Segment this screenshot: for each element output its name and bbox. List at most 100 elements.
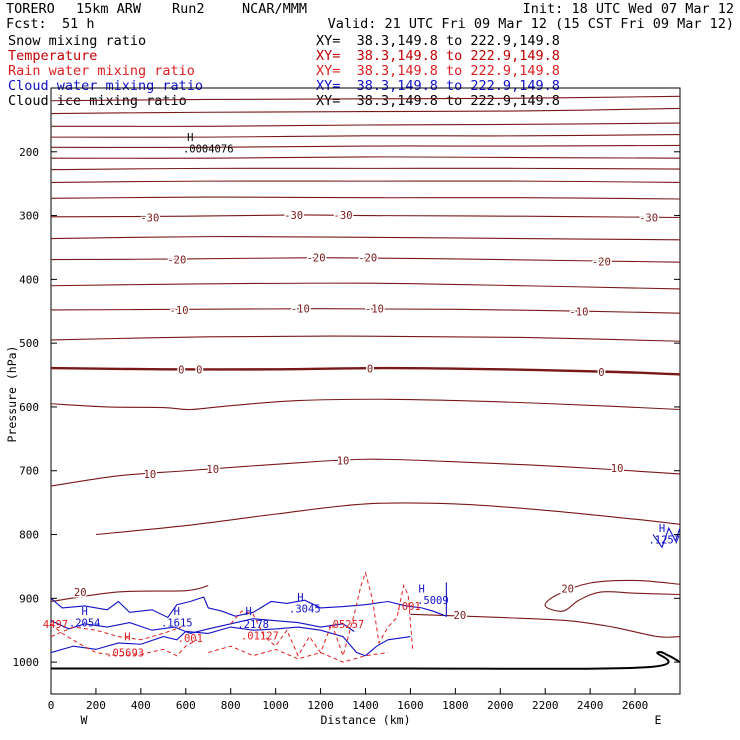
y-tick-label: 300 bbox=[19, 210, 39, 223]
rain-water-contour bbox=[50, 623, 198, 657]
rain-water-contour bbox=[230, 571, 414, 658]
isotherm-label: -20 bbox=[592, 257, 611, 269]
isotherm-line bbox=[95, 502, 681, 536]
isotherm-label: -20 bbox=[307, 253, 326, 265]
isotherm-label: 20 bbox=[74, 587, 87, 599]
model-name: TORERO bbox=[6, 1, 55, 17]
isotherm-line bbox=[50, 458, 681, 487]
field-name-cloud-ice: Cloud ice mixing ratio bbox=[8, 93, 187, 109]
y-tick-label: 900 bbox=[19, 592, 39, 605]
field-xy-cloud-water: XY= 38.3,149.8 to 222.9,149.8 bbox=[316, 78, 560, 94]
isotherm-label: 0 bbox=[367, 364, 373, 376]
field-xy-temperature: XY= 38.3,149.8 to 222.9,149.8 bbox=[316, 48, 560, 64]
isotherm-line bbox=[50, 398, 681, 411]
isotherm-line bbox=[50, 107, 681, 115]
field-name-cloud-water: Cloud water mixing ratio bbox=[8, 78, 204, 94]
isotherm-label: 0 bbox=[196, 364, 202, 376]
x-tick-label: 200 bbox=[86, 699, 106, 712]
rain-max-label: .05693 bbox=[106, 648, 144, 660]
forecast-label: Fcst: bbox=[6, 16, 47, 32]
isotherm-label: -10 bbox=[291, 304, 310, 316]
center-name: NCAR/MMM bbox=[242, 1, 308, 17]
isotherm-line bbox=[50, 156, 681, 159]
isotherm-label: -30 bbox=[284, 210, 303, 222]
terrain-group bbox=[50, 651, 681, 670]
rain-water-contour bbox=[50, 626, 182, 641]
rain-water-group bbox=[50, 571, 414, 663]
model-resolution: 15km ARW bbox=[76, 1, 142, 17]
isotherm-line bbox=[50, 282, 681, 290]
cloud-water-max-label: H bbox=[659, 523, 665, 535]
field-name-snow: Snow mixing ratio bbox=[8, 33, 147, 49]
cloud-water-max-label: .2178 bbox=[237, 619, 269, 631]
isotherm-line bbox=[50, 180, 681, 183]
rain-water-contour bbox=[208, 645, 389, 663]
isotherm-line bbox=[544, 579, 681, 612]
rain-max-label: 4497 bbox=[43, 619, 68, 631]
y-axis-title: Pressure (hPa) bbox=[5, 346, 19, 443]
x-axis-title: Distance (km) bbox=[320, 713, 410, 727]
isotherm-label: -20 bbox=[167, 255, 186, 267]
isotherm-label: 10 bbox=[144, 469, 157, 481]
isotherm-label: 20 bbox=[561, 584, 574, 596]
x-tick-label: 2200 bbox=[532, 699, 559, 712]
x-tick-label: 400 bbox=[131, 699, 151, 712]
isotherm-line bbox=[50, 335, 681, 342]
freezing-level-isotherm bbox=[50, 366, 681, 376]
isotherm-label: -20 bbox=[358, 253, 377, 265]
plot-frame-group bbox=[50, 87, 681, 695]
isotherm-line bbox=[50, 196, 681, 200]
cloud-ice-max-label: .0004076 bbox=[183, 144, 234, 156]
x-tick-label: 1600 bbox=[397, 699, 424, 712]
isotherm-label: 10 bbox=[611, 463, 624, 475]
y-tick-label: 500 bbox=[19, 337, 39, 350]
x-tick-label: 2600 bbox=[622, 699, 649, 712]
cloud-water-contour bbox=[652, 526, 681, 549]
x-tick-label: 1200 bbox=[307, 699, 334, 712]
field-name-rain: Rain water mixing ratio bbox=[8, 63, 195, 79]
isotherm-label: -10 bbox=[365, 304, 384, 316]
x-tick-label: 0 bbox=[48, 699, 55, 712]
cloud-water-max-label: H bbox=[246, 606, 252, 618]
isotherm-label: 10 bbox=[337, 456, 350, 468]
cloud-water-group bbox=[50, 526, 681, 657]
cloud-water-max-label: .3045 bbox=[289, 604, 321, 616]
x-tick-label: 600 bbox=[176, 699, 196, 712]
field-xy-rain: XY= 38.3,149.8 to 222.9,149.8 bbox=[316, 63, 560, 79]
field-xy-cloud-ice: XY= 38.3,149.8 to 222.9,149.8 bbox=[316, 93, 560, 109]
cloud-water-contour bbox=[50, 582, 447, 619]
isotherm-label: -30 bbox=[140, 212, 159, 224]
cloud-water-max-label: .1615 bbox=[161, 618, 193, 630]
y-tick-label: 1000 bbox=[13, 656, 40, 669]
cloud-water-max-label: H bbox=[297, 592, 303, 604]
cloud-ice-max-label: H bbox=[187, 132, 193, 144]
isotherm-line bbox=[50, 236, 681, 241]
isotherm-label: 0 bbox=[598, 367, 604, 379]
forecast-hour: 51 h bbox=[62, 16, 95, 32]
isotherm-line bbox=[50, 134, 681, 138]
x-end-label-east: E bbox=[655, 713, 662, 727]
isotherm-label: 0 bbox=[178, 364, 184, 376]
isotherm-label: -30 bbox=[334, 210, 353, 222]
valid-time: Valid: 21 UTC Fri 09 Mar 12 (15 CST Fri … bbox=[327, 16, 734, 32]
cloud-water-max-label: .5009 bbox=[417, 595, 449, 607]
rain-max-label: H bbox=[124, 632, 130, 644]
x-tick-label: 1000 bbox=[262, 699, 289, 712]
isotherm-line bbox=[50, 585, 209, 603]
y-tick-label: 600 bbox=[19, 401, 39, 414]
rain-max-label: .001 bbox=[178, 633, 203, 645]
cloud-water-max-label: .1257 bbox=[648, 535, 680, 547]
y-tick-label: 700 bbox=[19, 465, 39, 478]
isotherm-line bbox=[50, 144, 681, 148]
isotherm-line bbox=[50, 167, 681, 171]
rain-max-label: .001 bbox=[396, 601, 421, 613]
isotherm-line bbox=[50, 95, 681, 102]
cloud-water-contour bbox=[50, 618, 355, 634]
isotherm-line bbox=[50, 214, 681, 219]
x-tick-label: 1400 bbox=[352, 699, 379, 712]
isotherm-line bbox=[50, 122, 681, 127]
cloud-water-contour bbox=[50, 626, 411, 657]
isotherm-label: -30 bbox=[639, 212, 658, 224]
